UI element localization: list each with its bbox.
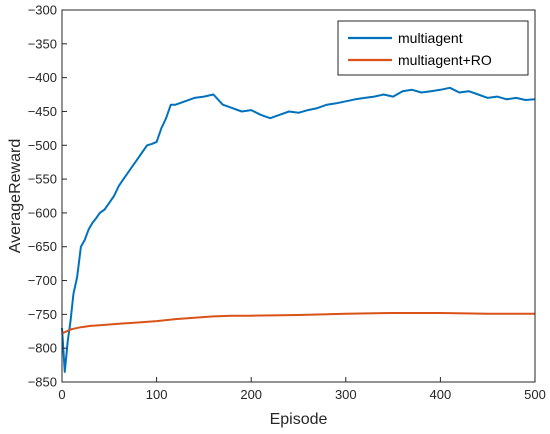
y-tick-label: −350 <box>28 36 57 51</box>
legend-label-multiagent: multiagent <box>398 30 463 46</box>
series-line-multiagent <box>61 86 536 373</box>
x-tick-label: 400 <box>430 387 452 402</box>
y-tick-label: −500 <box>28 138 57 153</box>
y-axis-label: AverageReward <box>7 139 24 253</box>
x-axis-label: Episode <box>270 411 328 428</box>
ticks-layer: 0 100 200 300 400 500 −300 −350 −400 −450 −500 −550… <box>28 3 546 403</box>
x-tick-label: 200 <box>240 387 262 402</box>
y-tick-label: −750 <box>28 307 57 322</box>
y-tick-label: −300 <box>28 3 57 18</box>
legend-box <box>337 20 529 76</box>
x-tick-label: 500 <box>524 387 546 402</box>
series-line-multiagent-ro <box>61 312 535 335</box>
x-tick-label: 0 <box>58 387 65 402</box>
x-tick-label: 100 <box>146 387 168 402</box>
y-tick-label: −850 <box>28 375 57 390</box>
y-tick-label: −400 <box>28 70 57 85</box>
y-tick-label: −650 <box>28 239 57 254</box>
x-tick-label: 300 <box>335 387 357 402</box>
y-tick-label: −800 <box>28 341 57 356</box>
legend-label-multiagent-ro: multiagent+RO <box>398 52 492 68</box>
y-tick-label: −600 <box>28 205 57 220</box>
y-tick-label: −700 <box>28 273 57 288</box>
plot-area-frame <box>61 9 536 383</box>
y-tick-label: −450 <box>28 104 57 119</box>
legend: multiagent multiagent+RO <box>337 20 529 76</box>
series-layer <box>61 86 536 373</box>
y-tick-label: −550 <box>28 172 57 187</box>
